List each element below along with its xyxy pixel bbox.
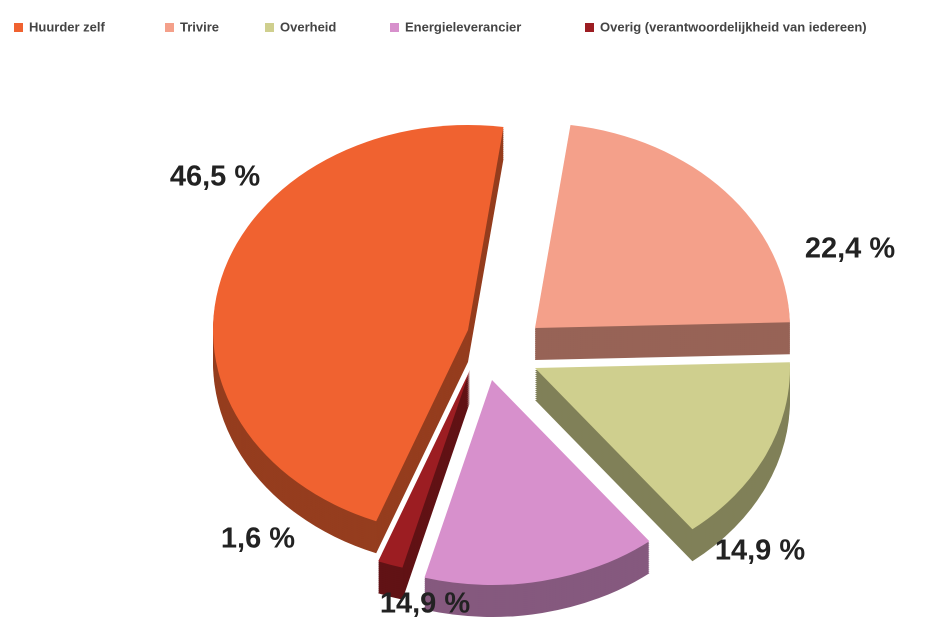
slice xyxy=(424,380,650,586)
legend-swatch xyxy=(390,23,399,32)
slice xyxy=(535,362,790,530)
legend-label: Energieleverancier xyxy=(405,19,521,34)
legend-swatch xyxy=(165,23,174,32)
value-label: 1,6 % xyxy=(221,523,295,555)
legend-swatch xyxy=(265,23,274,32)
legend-label: Overig (verantwoordelijkheid van iederee… xyxy=(600,19,867,34)
value-label: 14,9 % xyxy=(715,535,805,567)
legend-label: Overheid xyxy=(280,19,336,34)
slice xyxy=(212,124,504,522)
legend-swatch xyxy=(14,23,23,32)
legend-label: Trivire xyxy=(180,19,219,34)
value-label: 22,4 % xyxy=(805,233,895,265)
legend-swatch xyxy=(585,23,594,32)
value-label: 46,5 % xyxy=(170,161,260,193)
legend-label: Huurder zelf xyxy=(29,19,106,34)
value-label: 14,9 % xyxy=(380,588,470,617)
slice xyxy=(535,124,790,328)
slice xyxy=(378,370,470,568)
